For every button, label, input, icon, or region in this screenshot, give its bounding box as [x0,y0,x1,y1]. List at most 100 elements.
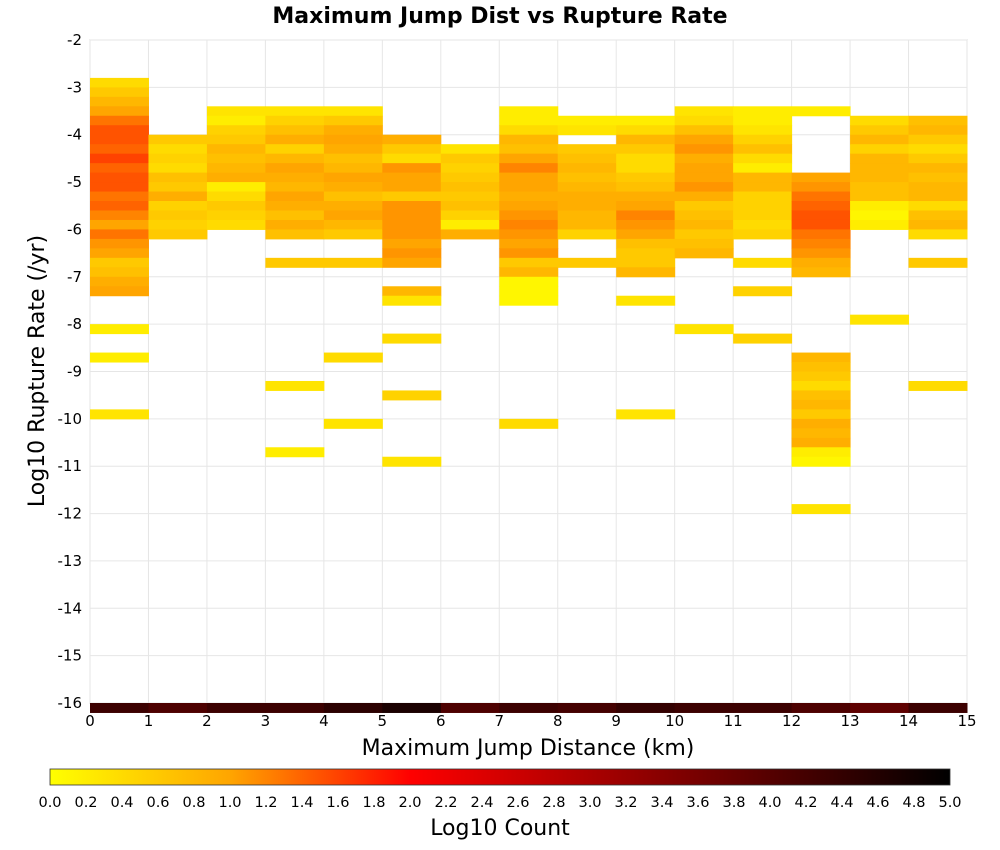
heatmap-cell [440,703,500,713]
heatmap-cell [499,172,559,183]
heatmap-cell [733,191,793,202]
heatmap-cell [90,144,149,155]
heatmap-cell [440,210,500,221]
x-tick-label: 12 [782,712,801,730]
x-tick-labels: 0 1 2 3 4 5 6 7 8 9 10 11 12 13 14 15 [85,712,976,730]
colorbar-tick-label: 0.2 [74,795,97,811]
heatmap-cell [382,182,442,193]
y-tick-label: -11 [58,457,83,475]
heatmap-cell [382,201,442,211]
heatmap-cell [323,125,383,136]
heatmap-cell [908,210,968,221]
heatmap-cell [557,144,617,155]
heatmap-cell [148,153,208,164]
heatmap-cell [206,191,266,202]
heatmap-cell [499,210,559,221]
heatmap-cell [323,172,383,183]
heatmap-cell [265,172,325,183]
heatmap-cell [499,418,559,429]
heatmap-cell [791,447,851,458]
heatmap-cell [148,201,208,211]
heatmap-cell [90,115,149,126]
heatmap-cell [90,106,149,117]
colorbar-tick-label: 2.2 [434,795,457,811]
heatmap-cell [206,219,266,230]
heatmap-cell [908,144,968,155]
heatmap-cell [616,238,676,249]
heatmap-cell [499,106,559,117]
y-tick-labels: -2 -3 -4 -5 -6 -7 -8 -9 -10 -11 -12 -13 -14 -15 -16 [58,31,83,712]
heatmap-cell [908,257,968,268]
heatmap-cell [148,703,208,713]
heatmap-cell [850,182,910,193]
heatmap-cell [850,201,910,211]
heatmap-cell [148,191,208,202]
heatmap-cell [90,229,149,240]
heatmap-cell [265,219,325,230]
colorbar-tick-label: 3.0 [578,795,601,811]
heatmap-cell [850,125,910,136]
heatmap-cell [674,191,734,202]
heatmap-cell [791,210,851,221]
heatmap-cell [382,456,442,467]
heatmap-cell [674,115,734,126]
y-tick-label: -5 [67,173,82,191]
heatmap-cell [90,238,149,249]
heatmap-cell [791,352,851,363]
heatmap-cell [499,276,559,287]
y-tick-label: -14 [58,599,83,617]
heatmap-cell [733,333,793,344]
heatmap-cell [499,201,559,211]
heatmap-cell [908,182,968,193]
colorbar-tick-label: 1.6 [326,795,349,811]
heatmap-cell [265,191,325,202]
heatmap-cell [206,163,266,174]
heatmap-cell [733,210,793,221]
colorbar-tick-label: 1.0 [218,795,241,811]
heatmap-cell [265,144,325,155]
x-tick-label: 3 [261,712,271,730]
heatmap-cell [850,153,910,164]
heatmap-cell [90,201,149,211]
heatmap-cell [616,210,676,221]
colorbar-tick-label: 4.8 [902,795,925,811]
heatmap-cell [908,219,968,230]
heatmap-cell [674,106,734,117]
heatmap-cell [850,210,910,221]
heatmap-cell [499,295,559,306]
colorbar-tick-label: 5.0 [938,795,961,811]
heatmap-cell [148,172,208,183]
heatmap-cell [499,257,559,268]
heatmap-cell [90,210,149,221]
heatmap-cell [323,352,383,363]
heatmap-cell [733,153,793,164]
x-tick-label: 8 [553,712,563,730]
heatmap-cell [850,144,910,155]
heatmap-cell [499,115,559,126]
colorbar-tick-label: 1.2 [254,795,277,811]
heatmap-cell [791,106,851,117]
heatmap-cell [323,153,383,164]
y-axis-label: Log10 Rupture Rate (/yr) [25,235,50,507]
y-tick-label: -12 [58,505,83,523]
heatmap-cell [733,703,793,713]
heatmap-cell [440,201,500,211]
heatmap-cell [791,219,851,230]
colorbar-tick-label: 2.8 [542,795,565,811]
heatmap-cell [440,163,500,174]
heatmap-cell [90,172,149,183]
heatmap-cell [323,257,383,268]
colorbar-tick-label: 0.4 [110,795,133,811]
heatmap-cell [791,380,851,391]
heatmap-cell [382,144,442,155]
heatmap-cell [382,191,442,202]
heatmap-cell [206,703,266,713]
heatmap-cell [850,163,910,174]
heatmap-cell [791,418,851,429]
colorbar [49,768,951,786]
heatmap-cell [908,229,968,240]
heatmap-cell [791,172,851,183]
heatmap-cell [499,219,559,230]
heatmap-cell [908,201,968,211]
heatmap-cell [908,172,968,183]
